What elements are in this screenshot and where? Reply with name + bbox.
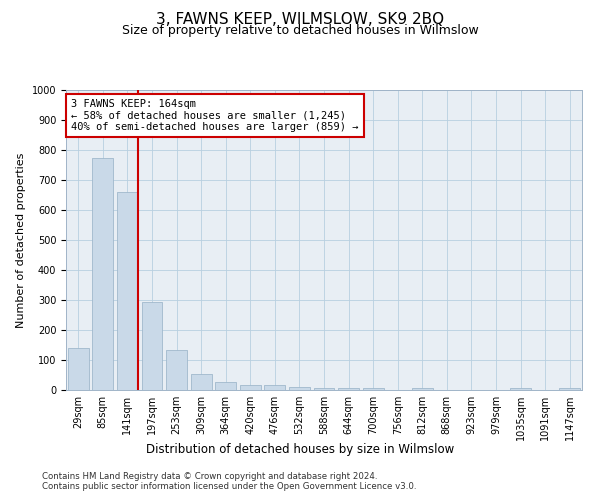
Bar bbox=[412, 388, 433, 390]
Bar bbox=[338, 388, 359, 390]
Text: Contains HM Land Registry data © Crown copyright and database right 2024.: Contains HM Land Registry data © Crown c… bbox=[42, 472, 377, 481]
Bar bbox=[314, 388, 334, 390]
Bar bbox=[215, 382, 236, 390]
Y-axis label: Number of detached properties: Number of detached properties bbox=[16, 152, 26, 328]
Bar bbox=[362, 388, 383, 390]
Bar bbox=[142, 302, 163, 390]
Bar bbox=[559, 388, 580, 390]
Bar bbox=[68, 348, 89, 390]
Text: Distribution of detached houses by size in Wilmslow: Distribution of detached houses by size … bbox=[146, 442, 454, 456]
Bar bbox=[117, 192, 138, 390]
Text: Contains public sector information licensed under the Open Government Licence v3: Contains public sector information licen… bbox=[42, 482, 416, 491]
Text: Size of property relative to detached houses in Wilmslow: Size of property relative to detached ho… bbox=[122, 24, 478, 37]
Bar bbox=[166, 350, 187, 390]
Bar bbox=[240, 384, 261, 390]
Bar bbox=[92, 158, 113, 390]
Bar bbox=[510, 388, 531, 390]
Text: 3, FAWNS KEEP, WILMSLOW, SK9 2BQ: 3, FAWNS KEEP, WILMSLOW, SK9 2BQ bbox=[156, 12, 444, 28]
Bar bbox=[191, 374, 212, 390]
Bar bbox=[265, 384, 286, 390]
Text: 3 FAWNS KEEP: 164sqm
← 58% of detached houses are smaller (1,245)
40% of semi-de: 3 FAWNS KEEP: 164sqm ← 58% of detached h… bbox=[71, 99, 359, 132]
Bar bbox=[289, 386, 310, 390]
